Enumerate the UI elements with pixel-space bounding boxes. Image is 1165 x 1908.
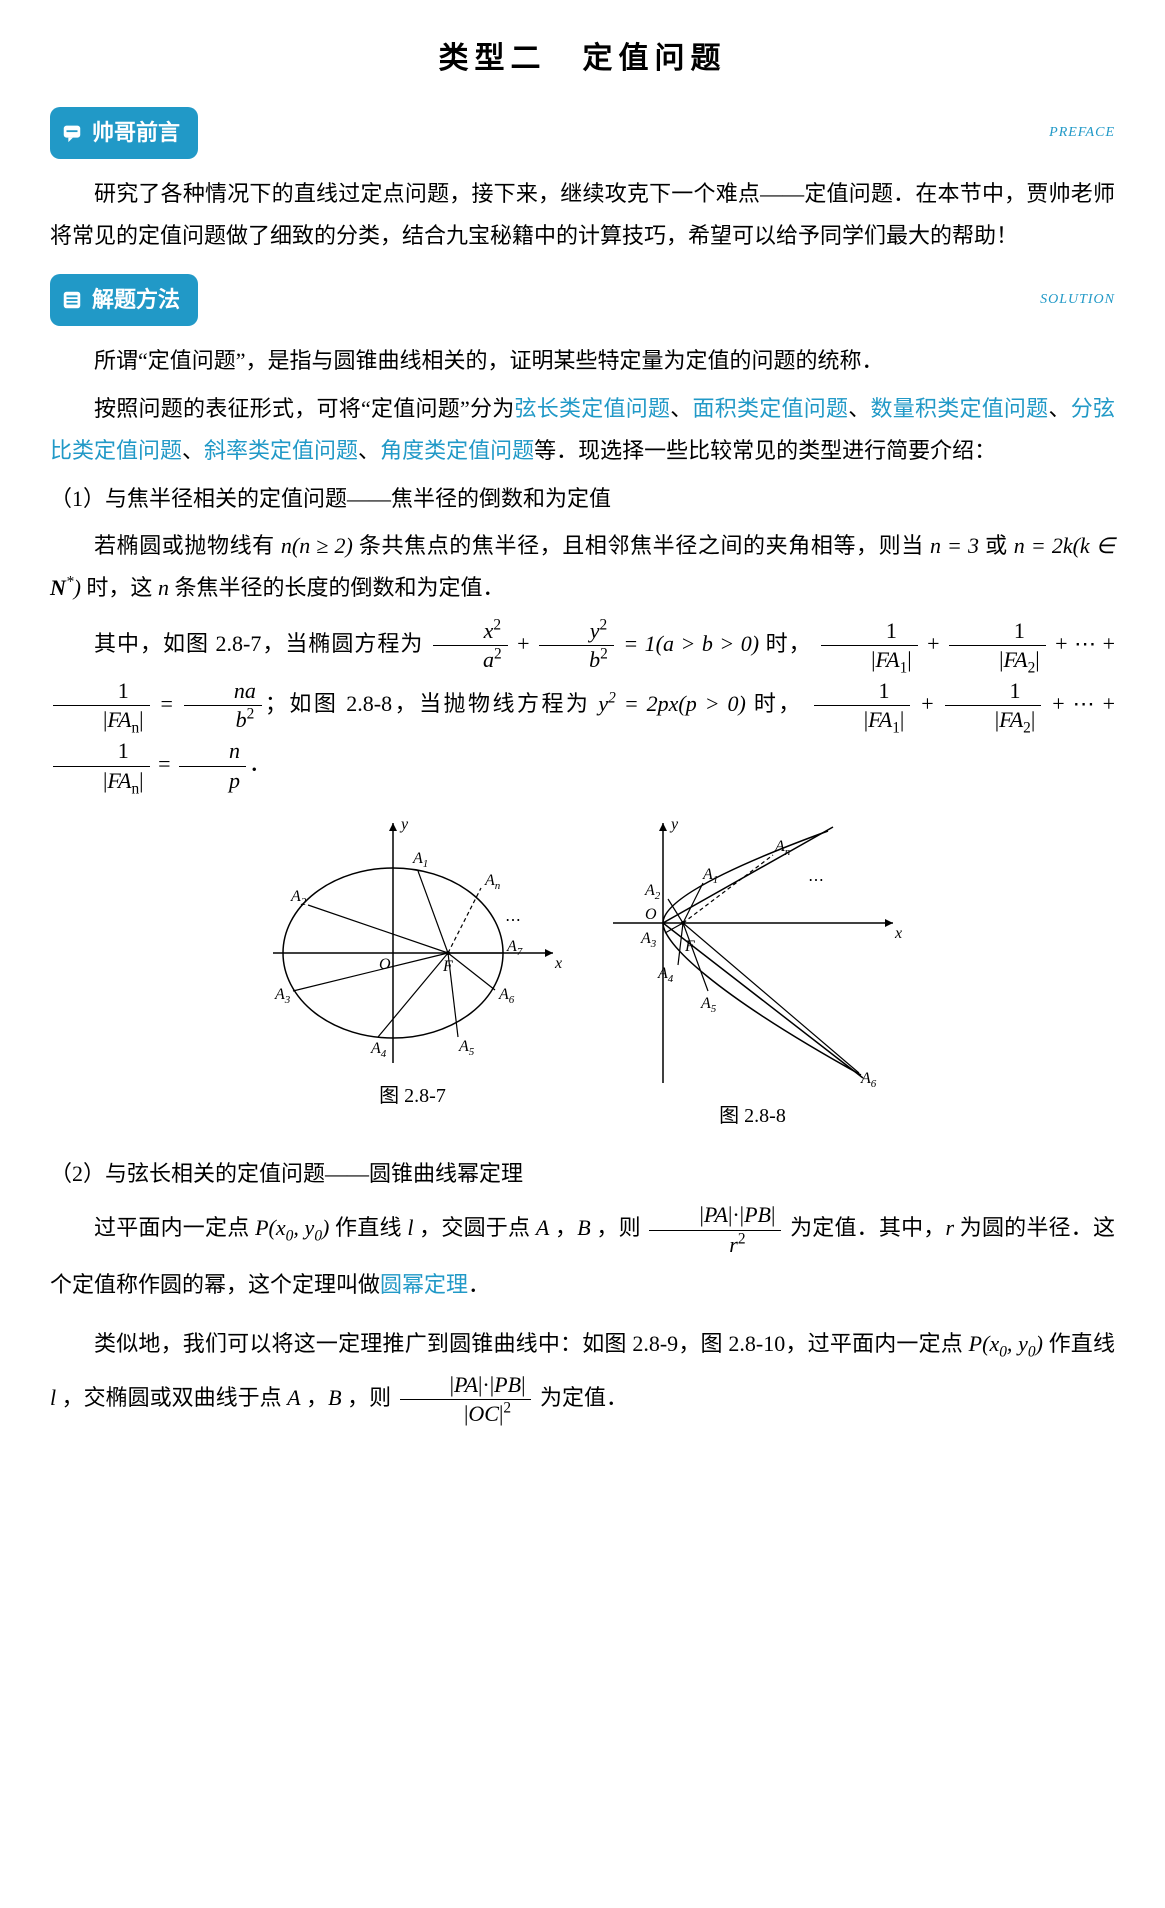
term-circle-power: 圆幂定理 — [380, 1272, 468, 1297]
svg-text:A1: A1 — [702, 866, 718, 886]
preface-badge-text: 帅哥前言 — [92, 112, 180, 154]
svg-text:y: y — [399, 816, 409, 833]
p6e: ，则 — [342, 1385, 397, 1410]
solution-p1: 所谓“定值问题”，是指与圆锥曲线相关的，证明某些特定量为定值的问题的统称． — [50, 340, 1115, 382]
frac-papb-oc2: |PA|·|PB||OC|2 — [400, 1371, 532, 1429]
solution-badge-text: 解题方法 — [92, 279, 180, 321]
preface-p1: 研究了各种情况下的直线过定点问题，接下来，继续攻克下一个难点——定值问题．在本节… — [50, 173, 1115, 257]
svg-text:A3: A3 — [274, 986, 291, 1006]
p4d: 时， — [746, 691, 803, 716]
svg-text:A4: A4 — [370, 1040, 387, 1060]
term-3: 数量积类定值问题 — [870, 396, 1048, 421]
svg-text:A6: A6 — [498, 986, 515, 1006]
solution-side-label: SOLUTION — [1040, 287, 1115, 314]
svg-text:A4: A4 — [657, 965, 674, 985]
frac-np: np — [179, 737, 246, 795]
svg-text:An: An — [484, 872, 501, 892]
preface-header: 帅哥前言 PREFACE — [50, 107, 1115, 159]
term-6: 角度类定值问题 — [380, 438, 534, 463]
preface-badge: 帅哥前言 — [50, 107, 198, 159]
svg-text:O: O — [379, 956, 391, 973]
frac-nab2: nab2 — [184, 677, 262, 735]
term-1: 弦长类定值问题 — [514, 396, 670, 421]
p3c: 或 — [979, 533, 1014, 558]
svg-text:⋯: ⋯ — [808, 872, 824, 889]
p5a: 过平面内一定点 — [94, 1215, 255, 1240]
frac-fa2: 1|FA2| — [949, 617, 1046, 675]
term-5: 斜率类定值问题 — [204, 438, 358, 463]
svg-text:A2: A2 — [290, 888, 307, 908]
svg-text:A2: A2 — [644, 882, 661, 902]
p6b: 作直线 — [1043, 1331, 1115, 1356]
solution-p3: 若椭圆或抛物线有 n(n ≥ 2) 条共焦点的焦半径，且相邻焦半径之间的夹角相等… — [50, 525, 1115, 609]
solution-p5: 过平面内一定点 P(x0, y0) 作直线 l ，交圆于点 A ，B ，则 |P… — [50, 1201, 1115, 1312]
p3e: 条焦半径的长度的倒数和为定值． — [169, 575, 505, 600]
svg-text:A5: A5 — [700, 995, 717, 1015]
svg-text:A7: A7 — [506, 938, 523, 958]
math-n-3: n = 3 — [930, 533, 979, 558]
solution-h2: （2）与弦长相关的定值问题——圆锥曲线幂定理 — [50, 1153, 1115, 1195]
svg-text:x: x — [554, 955, 562, 972]
fig2-caption: 图 2.8-8 — [603, 1097, 903, 1135]
math-n-ge-2: n(n ≥ 2) — [281, 533, 353, 558]
solution-p2: 按照问题的表征形式，可将“定值问题”分为弦长类定值问题、面积类定值问题、数量积类… — [50, 388, 1115, 472]
svg-text:O: O — [645, 906, 657, 923]
solution-badge: 解题方法 — [50, 274, 198, 326]
p2-post: 等．现选择一些比较常见的类型进行简要介绍： — [534, 438, 996, 463]
frac-fanb: 1|FAn| — [53, 737, 150, 795]
p4c: ；如图 2.8-8，当抛物线方程为 — [265, 691, 598, 716]
fig1-caption: 图 2.8-7 — [263, 1077, 563, 1115]
p3d: 时，这 — [81, 575, 158, 600]
frac-fa1b: 1|FA1| — [814, 677, 911, 735]
frac-fa2b: 1|FA2| — [945, 677, 1042, 735]
list-icon — [60, 288, 84, 312]
svg-text:A1: A1 — [412, 850, 428, 870]
figures-row: x y O F A1 A2 A3 A4 A5 A6 A7 An — [50, 813, 1115, 1135]
term-2: 面积类定值问题 — [692, 396, 848, 421]
svg-text:F: F — [442, 958, 453, 975]
svg-text:⋯: ⋯ — [505, 912, 521, 929]
svg-text:A3: A3 — [640, 930, 657, 950]
figure-288: x y O F A1 A2 A3 A4 A5 A6 An — [603, 813, 903, 1135]
p4e: ． — [249, 751, 271, 776]
p3b: 条共焦点的焦半径，且相邻焦半径之间的夹角相等，则当 — [353, 533, 930, 558]
p2-pre: 按照问题的表征形式，可将“定值问题”分为 — [94, 396, 514, 421]
p5b: 作直线 — [329, 1215, 407, 1240]
preface-side-label: PREFACE — [1049, 120, 1115, 147]
svg-text:y: y — [669, 816, 679, 833]
frac-x2a2: x2a2 — [433, 617, 508, 675]
p6d: ， — [301, 1385, 329, 1410]
page-title: 类型二 定值问题 — [50, 30, 1115, 87]
frac-fa1: 1|FA1| — [821, 617, 918, 675]
chat-icon — [60, 121, 84, 145]
p6a: 类似地，我们可以将这一定理推广到圆锥曲线中：如图 2.8-9，图 2.8-10，… — [94, 1331, 969, 1356]
solution-header: 解题方法 SOLUTION — [50, 274, 1115, 326]
p6c: ，交椭圆或双曲线于点 — [56, 1385, 287, 1410]
p6f: 为定值． — [540, 1385, 628, 1410]
solution-p6: 类似地，我们可以将这一定理推广到圆锥曲线中：如图 2.8-9，图 2.8-10，… — [50, 1318, 1115, 1429]
math-n: n — [158, 575, 169, 600]
frac-papb-r2: |PA|·|PB|r2 — [649, 1201, 781, 1259]
ellipse-diagram: x y O F A1 A2 A3 A4 A5 A6 A7 An — [263, 813, 563, 1073]
p3a: 若椭圆或抛物线有 — [94, 533, 281, 558]
p4b: 时， — [759, 631, 812, 656]
p5e: ，则 — [591, 1215, 647, 1240]
p4a: 其中，如图 2.8-7，当椭圆方程为 — [94, 631, 430, 656]
frac-y2b2: y2b2 — [539, 617, 614, 675]
parabola-diagram: x y O F A1 A2 A3 A4 A5 A6 An — [603, 813, 903, 1093]
frac-fan: 1|FAn| — [53, 677, 150, 735]
p5f: 为定值．其中， — [790, 1215, 945, 1240]
solution-h1: （1）与焦半径相关的定值问题——焦半径的倒数和为定值 — [50, 478, 1115, 520]
p5i: ． — [468, 1272, 490, 1297]
p5c: ，交圆于点 — [413, 1215, 535, 1240]
figure-287: x y O F A1 A2 A3 A4 A5 A6 A7 An — [263, 813, 563, 1135]
p5d: ， — [549, 1215, 577, 1240]
solution-p4: 其中，如图 2.8-7，当椭圆方程为 x2a2 + y2b2 = 1(a > b… — [50, 615, 1115, 795]
svg-text:A5: A5 — [458, 1038, 475, 1058]
svg-text:x: x — [894, 925, 902, 942]
svg-text:A6: A6 — [860, 1070, 877, 1090]
